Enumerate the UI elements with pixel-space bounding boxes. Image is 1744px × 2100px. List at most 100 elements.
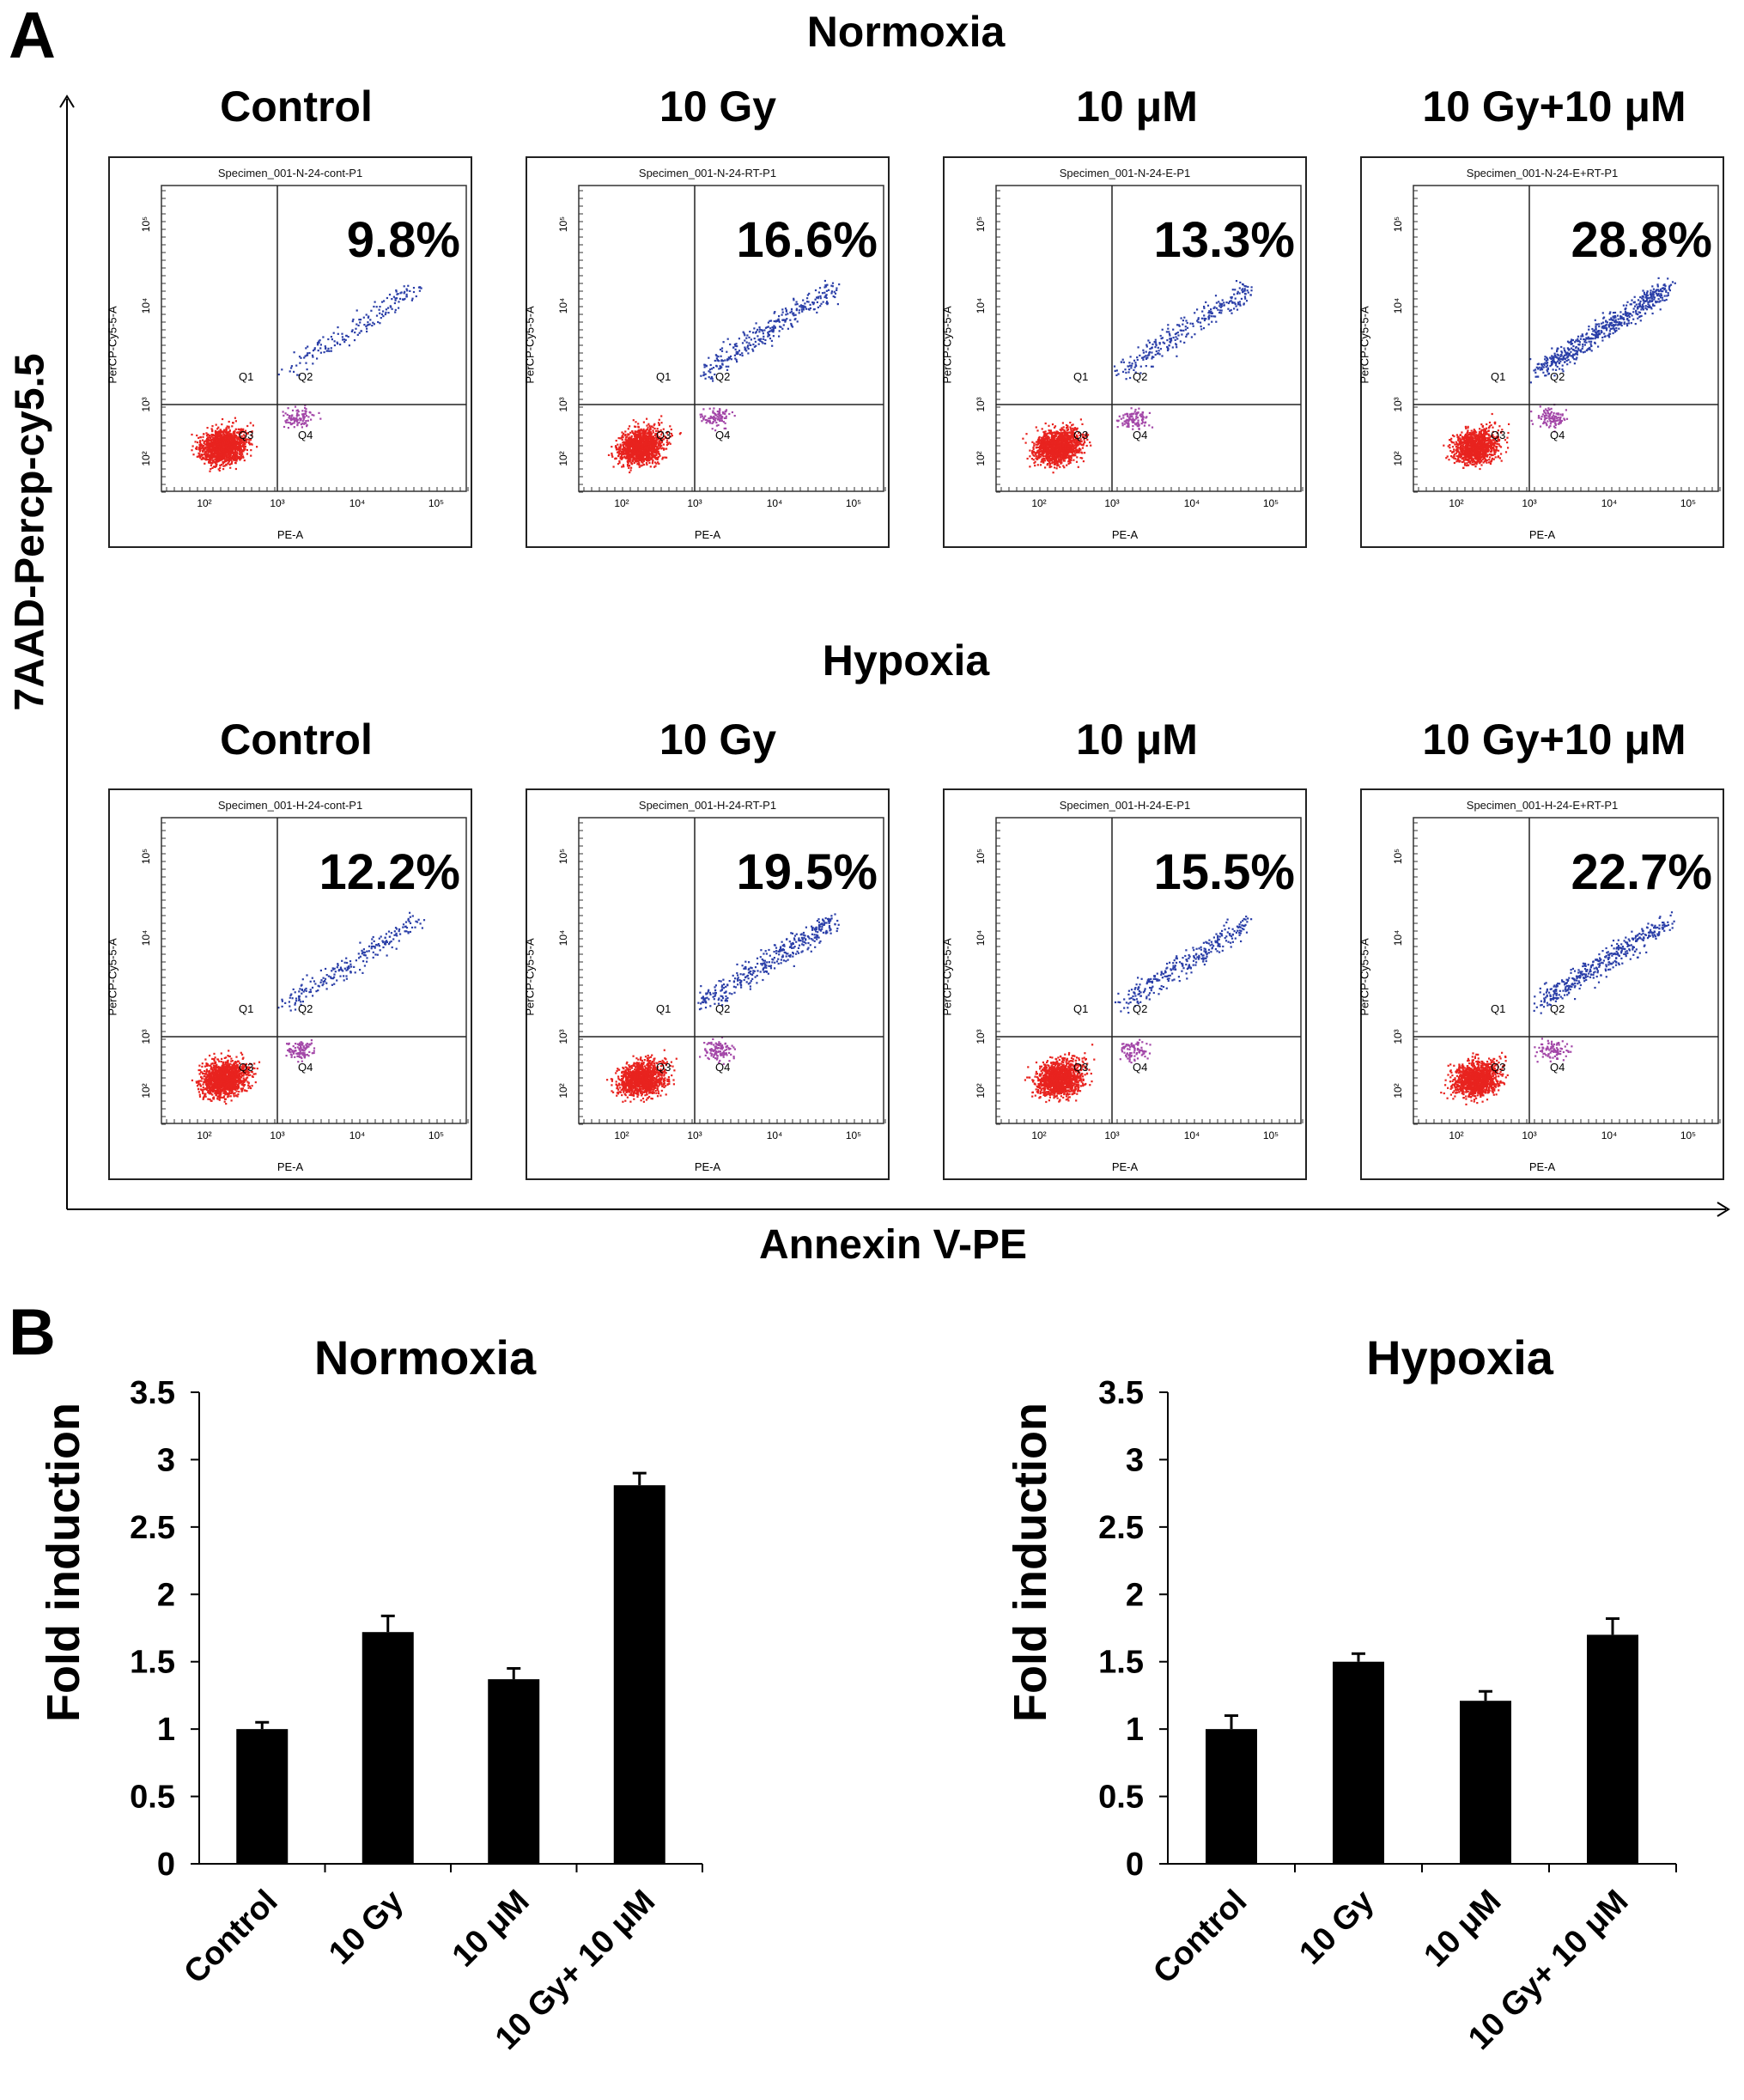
flow-x-tick: 10⁵ <box>428 1129 444 1141</box>
bar-category-label: 10 Gy <box>322 1884 410 1972</box>
flow-y-tick: 10² <box>140 451 152 466</box>
flow-x-tick: 10⁵ <box>846 1129 861 1141</box>
flow-x-axis-label: PE-A <box>1111 1160 1139 1173</box>
flow-y-tick: 10³ <box>557 397 569 411</box>
flow-y-tick: 10⁴ <box>557 930 569 947</box>
flow-scatter: 10² 10² 10³ 10³ 10⁴ 10⁴ 10⁵ 10⁵ Q1 Q2 Q3 Q4 <box>140 817 469 1141</box>
flow-y-axis-label: PerCP-Cy5-5-A <box>523 938 537 1016</box>
apoptosis-percentage: 9.8% <box>346 212 460 268</box>
flow-x-axis-label: PE-A <box>694 1160 721 1173</box>
column-title-10gy: 10 Gy <box>659 715 777 764</box>
flow-x-tick: 10⁵ <box>1680 497 1696 509</box>
flow-scatter: 10² 10² 10³ 10³ 10⁴ 10⁴ 10⁵ 10⁵ Q1 Q2 Q3 Q4 <box>975 185 1303 509</box>
flow-x-tick: 10⁵ <box>1263 1129 1279 1141</box>
flow-x-tick: 10³ <box>1104 497 1119 509</box>
flow-x-tick: 10² <box>614 1129 629 1141</box>
quadrant-label: Q2 <box>715 1002 730 1015</box>
bar <box>1206 1729 1257 1864</box>
bar-y-tick-label: 3.5 <box>130 1375 175 1411</box>
bar <box>1333 1661 1384 1864</box>
flow-x-axis-label: PE-A <box>1528 528 1556 541</box>
flow-y-tick: 10⁴ <box>975 930 987 947</box>
flow-y-tick: 10² <box>1392 1083 1404 1098</box>
flow-specimen-label: Specimen_001-N-24-E-P1 <box>1059 167 1191 180</box>
quadrant-label: Q4 <box>1133 1061 1147 1074</box>
flow-y-tick: 10⁵ <box>1392 216 1404 232</box>
flow-x-axis-label: PE-A <box>276 528 304 541</box>
flow-x-tick: 10² <box>1031 1129 1046 1141</box>
flow-x-tick: 10⁴ <box>1184 1129 1200 1141</box>
flow-x-tick: 10⁵ <box>846 497 861 509</box>
flow-y-axis-label: PerCP-Cy5-5-A <box>940 306 954 384</box>
flow-y-tick: 10² <box>557 451 569 466</box>
flow-x-tick: 10³ <box>270 1129 284 1141</box>
flow-x-tick: 10³ <box>270 497 284 509</box>
flow-y-tick: 10³ <box>140 397 152 411</box>
flow-plot: Specimen_001-H-24-E-P1 10² 10² 10³ 10³ 10⁴ 10⁴… <box>941 788 1307 1180</box>
bar-y-tick-label: 2 <box>1126 1577 1144 1613</box>
flow-y-axis-label: PerCP-Cy5-5-A <box>523 306 537 384</box>
column-title-control: Control <box>220 82 373 131</box>
quadrant-label: Q2 <box>298 1002 313 1015</box>
flow-x-axis-label: PE-A <box>276 1160 304 1173</box>
quadrant-label: Q1 <box>656 1002 671 1015</box>
flow-scatter: 10² 10² 10³ 10³ 10⁴ 10⁴ 10⁵ 10⁵ Q1 Q2 Q3 Q4 <box>557 817 886 1141</box>
quadrant-label: Q1 <box>1073 370 1088 383</box>
bar-y-tick-label: 3 <box>1126 1442 1144 1478</box>
bar-y-tick-label: 0.5 <box>1098 1780 1144 1816</box>
bar-y-tick-label: 2.5 <box>130 1510 175 1546</box>
bar <box>362 1632 414 1864</box>
quadrant-label: Q4 <box>715 429 730 441</box>
flow-x-tick: 10² <box>1449 497 1463 509</box>
quadrant-label: Q3 <box>656 1061 671 1074</box>
flow-y-tick: 10² <box>140 1083 152 1098</box>
quadrant-label: Q4 <box>298 429 313 441</box>
flow-y-tick: 10⁵ <box>140 216 152 232</box>
column-title-combo: 10 Gy+10 μM <box>1422 715 1686 764</box>
flow-x-tick: 10² <box>1449 1129 1463 1141</box>
flow-specimen-label: Specimen_001-N-24-cont-P1 <box>217 167 363 180</box>
bar-y-tick-label: 3 <box>157 1442 175 1478</box>
bar-category-label: 10 Gy <box>1292 1884 1381 1972</box>
bar-y-tick-label: 1.5 <box>130 1645 175 1681</box>
flow-x-axis-label: PE-A <box>1528 1160 1556 1173</box>
hypoxia-title: Hypoxia <box>822 636 990 685</box>
flow-y-tick: 10³ <box>975 1029 987 1044</box>
quadrant-label: Q3 <box>656 429 671 441</box>
flow-y-tick: 10² <box>557 1083 569 1098</box>
flow-plot: Specimen_001-H-24-cont-P1 10² 10² 10³ 10³ 10⁴… <box>106 788 472 1180</box>
bar-y-tick-label: 1 <box>1126 1712 1144 1748</box>
flow-y-tick: 10² <box>975 1083 987 1098</box>
column-title-10gy: 10 Gy <box>659 82 777 131</box>
flow-y-tick: 10⁵ <box>557 849 569 864</box>
flow-plot: Specimen_001-H-24-E+RT-P1 10² 10² 10³ 10³ 10⁴… <box>1358 788 1724 1180</box>
flow-plot: Specimen_001-N-24-cont-P1 10² 10² 10³ 10³ 10⁴… <box>106 156 472 548</box>
flow-y-tick: 10³ <box>975 397 987 411</box>
flow-plot: Specimen_001-N-24-RT-P1 10² 10² 10³ 10³ 10⁴ 10… <box>523 156 890 548</box>
quadrant-label: Q4 <box>1133 429 1147 441</box>
flow-scatter: 10² 10² 10³ 10³ 10⁴ 10⁴ 10⁵ 10⁵ Q1 Q2 Q3 Q4 <box>140 185 469 509</box>
flow-y-axis-label: PerCP-Cy5-5-A <box>1358 306 1371 384</box>
flow-y-tick: 10³ <box>140 1029 152 1044</box>
flow-y-tick: 10⁴ <box>975 298 987 314</box>
flow-x-tick: 10⁴ <box>1184 497 1200 509</box>
bar-y-tick-label: 2 <box>157 1577 175 1613</box>
bar-y-tick-label: 0 <box>1126 1847 1144 1883</box>
panel-b-label: B <box>9 1296 56 1369</box>
flow-scatter: 10² 10² 10³ 10³ 10⁴ 10⁴ 10⁵ 10⁵ Q1 Q2 Q3 Q4 <box>557 185 886 509</box>
bar-category-label: 10 μM <box>446 1884 537 1975</box>
flow-x-tick: 10⁴ <box>767 497 783 509</box>
quadrant-label: Q1 <box>1491 370 1505 383</box>
quadrant-label: Q3 <box>1073 1061 1088 1074</box>
quadrant-label: Q1 <box>1073 1002 1088 1015</box>
normoxia-title: Normoxia <box>806 8 1006 56</box>
flow-plot: Specimen_001-N-24-E+RT-P1 10² 10² 10³ 10³ 10⁴… <box>1358 156 1724 548</box>
apoptosis-percentage: 15.5% <box>1153 844 1295 900</box>
quadrant-label: Q2 <box>1133 370 1147 383</box>
flow-scatter: 10² 10² 10³ 10³ 10⁴ 10⁴ 10⁵ 10⁵ Q1 Q2 Q3 Q4 <box>1392 817 1721 1141</box>
flow-scatter: 10² 10² 10³ 10³ 10⁴ 10⁴ 10⁵ 10⁵ Q1 Q2 Q3 Q4 <box>975 817 1303 1141</box>
column-title-control: Control <box>220 715 373 764</box>
bar <box>236 1729 289 1864</box>
flow-y-tick: 10⁴ <box>140 298 152 314</box>
flow-x-tick: 10⁴ <box>1601 497 1618 509</box>
